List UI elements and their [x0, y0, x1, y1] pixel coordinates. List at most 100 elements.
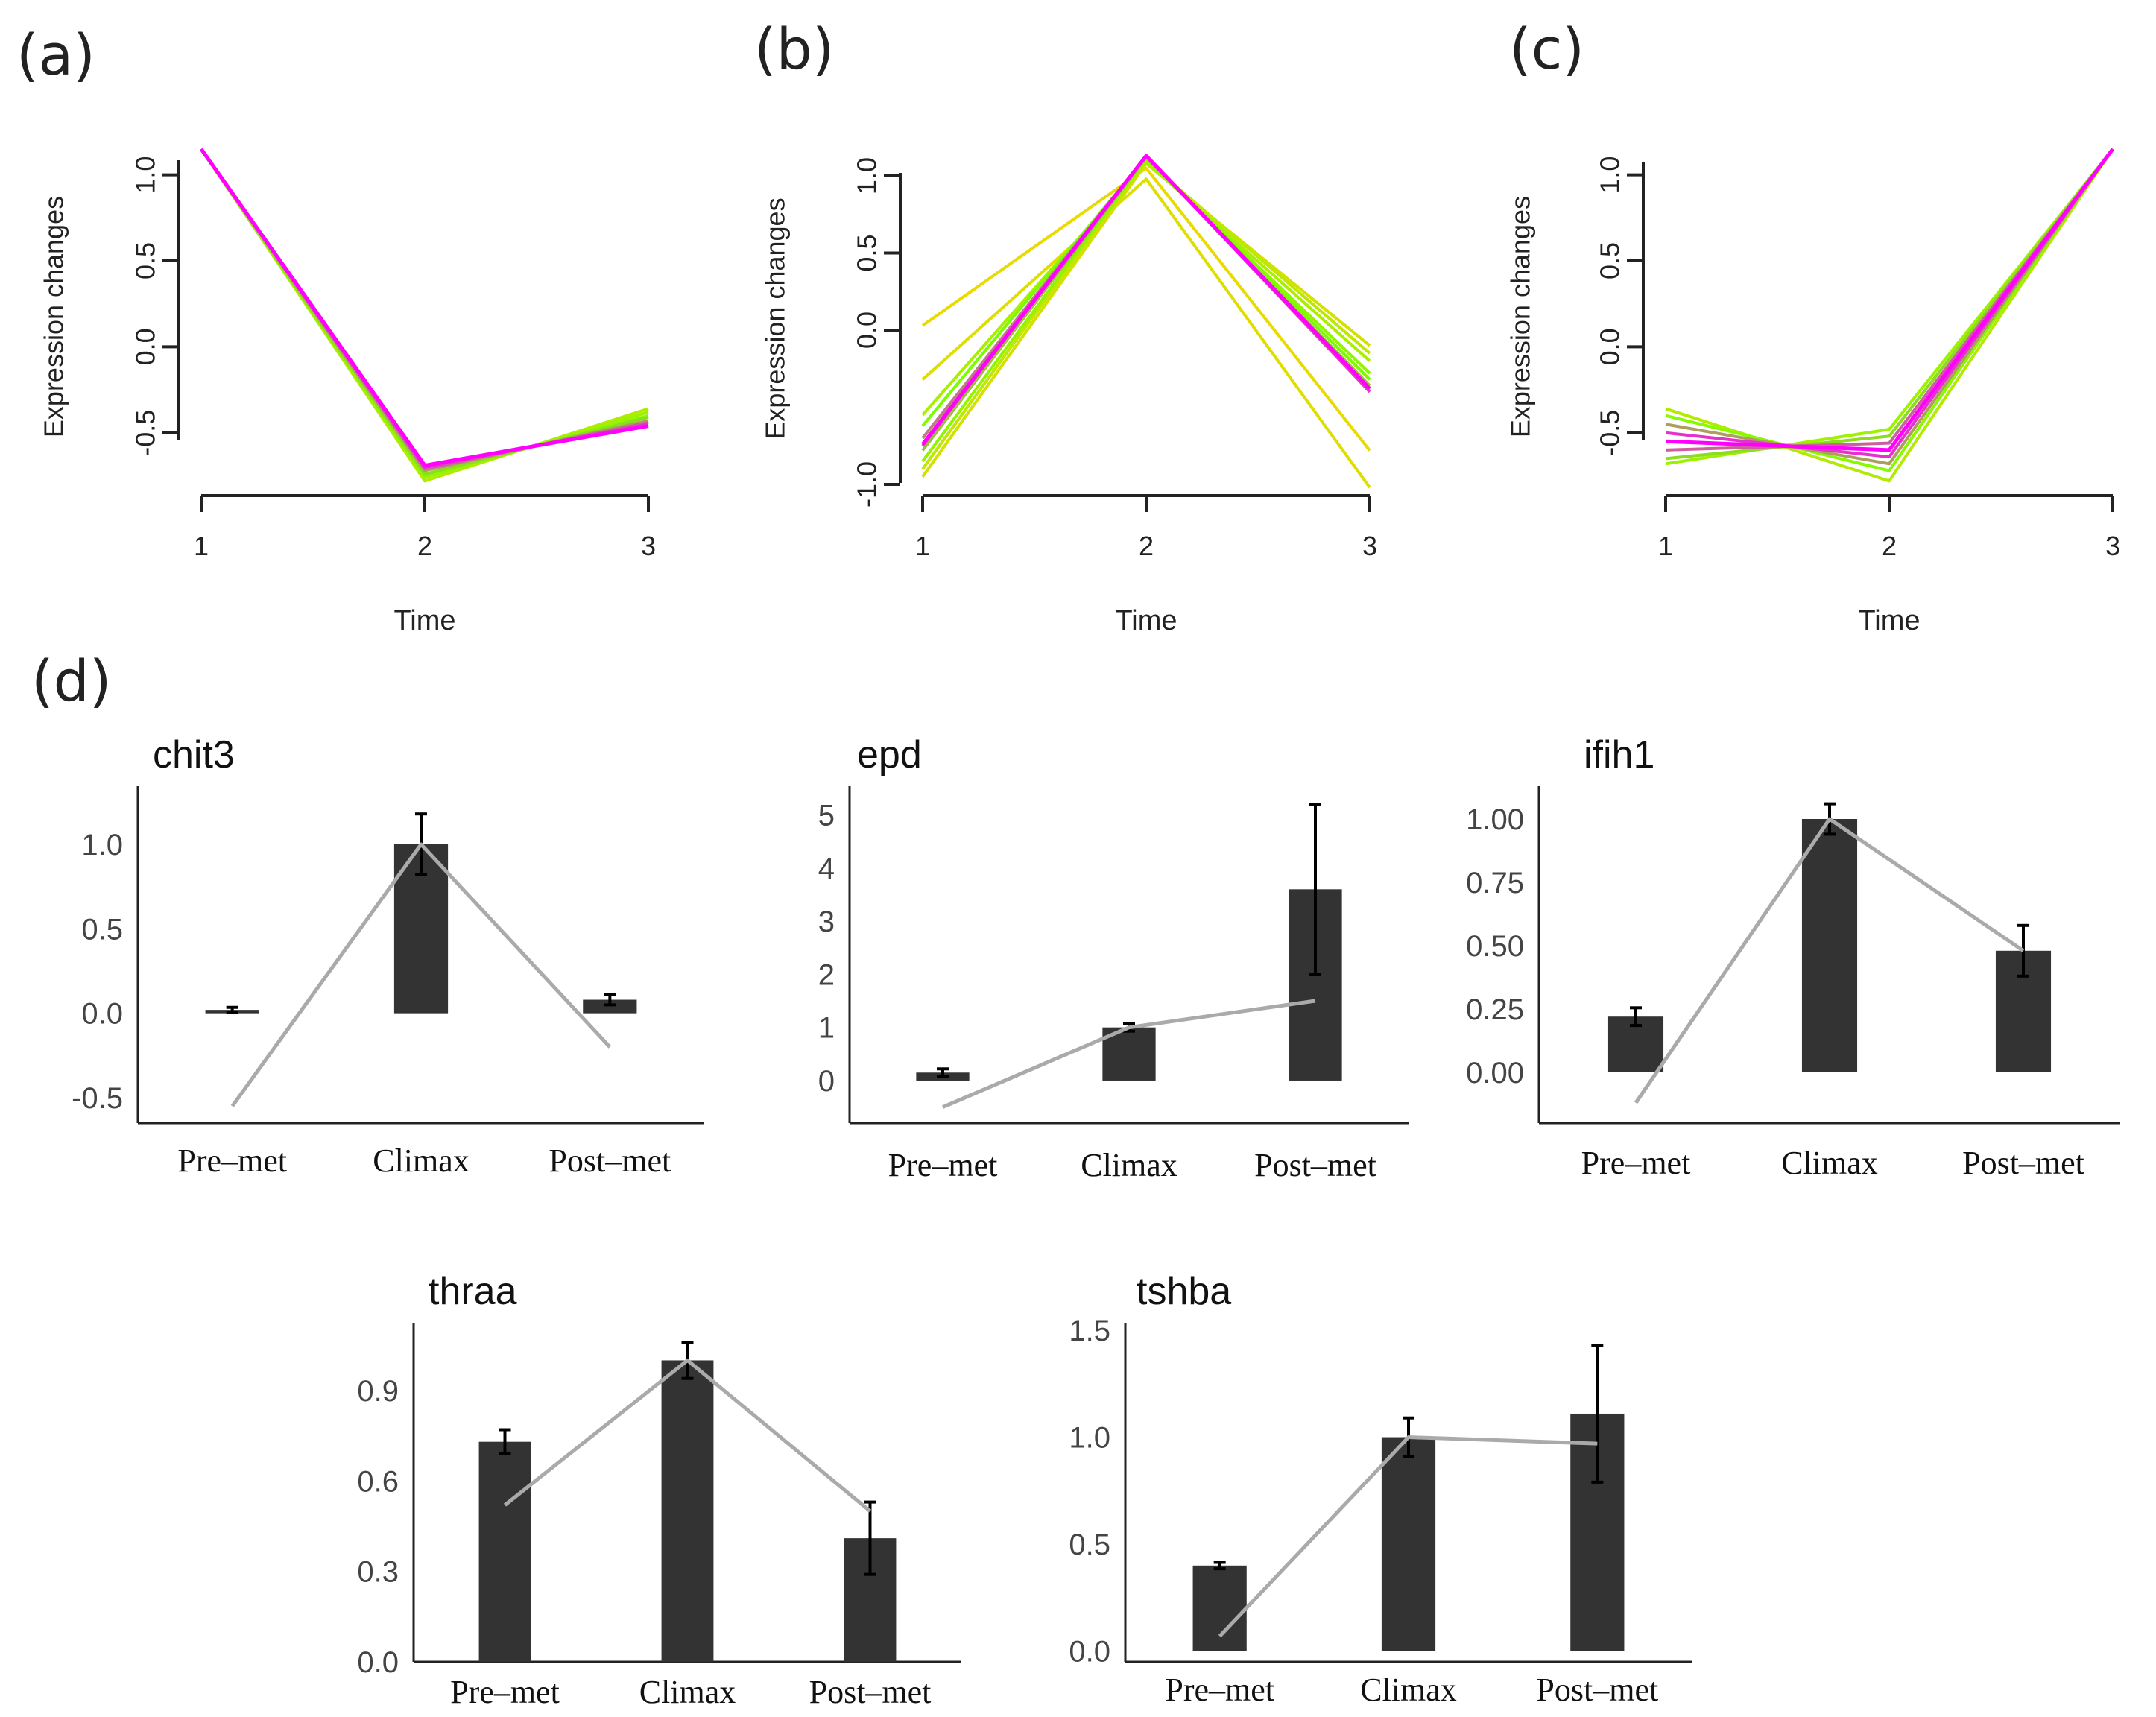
y-tick-label: 1.0: [852, 157, 882, 195]
y-tick-label: 0.5: [1069, 1528, 1110, 1561]
cluster-series-line: [1665, 148, 2114, 466]
y-tick-label: 0.6: [357, 1465, 399, 1498]
cluster-series-line: [921, 156, 1371, 452]
y-tick-label: 0.0: [852, 312, 882, 349]
bar-chart-chit3: chit3 -0.5 0.0 0.5 1.0 Pre–met Climax Post–met: [72, 733, 704, 1179]
bar: [1801, 819, 1858, 1072]
chart-title: ifih1: [1584, 733, 1654, 777]
y-tick-label: 1.0: [1069, 1422, 1110, 1455]
cluster-series-line: [200, 148, 649, 478]
y-tick-label: 1.0: [130, 156, 161, 194]
cluster-series-line: [1665, 148, 2115, 452]
bar-chart-ifih1: ifih1 0.00 0.25 0.50 0.75 1.00 Pre–met Climax Po…: [1466, 733, 2120, 1181]
y-tick-label: 0.0: [130, 328, 161, 365]
cluster-series-line: [921, 154, 1371, 446]
y-axis-title: Expression changes: [1505, 196, 1536, 437]
y-tick-label: 0.9: [357, 1375, 399, 1408]
x-tick-label: 1: [915, 531, 930, 561]
y-axis-title: Expression changes: [39, 196, 69, 437]
x-category-label: Post–met: [1962, 1145, 2084, 1181]
cluster-series-line: [1665, 148, 2114, 452]
cluster-chart-c: 1 2 3 Time 1.0 0.5 0.0 -0.5 Expression changes: [1505, 148, 2120, 636]
y-tick-label: 4: [818, 853, 835, 885]
x-tick-label: 2: [417, 531, 432, 561]
y-tick-label: -1.0: [852, 461, 882, 507]
panel-label-c: (c): [1509, 16, 1584, 82]
y-tick-label: 0.5: [81, 913, 123, 946]
y-tick-label: 0.0: [1069, 1636, 1110, 1669]
y-tick-label: 0.5: [1595, 242, 1625, 279]
trend-line: [230, 842, 612, 1107]
chart-title: tshba: [1137, 1270, 1231, 1313]
trend-line: [942, 999, 1316, 1109]
cluster-series-line: [200, 148, 649, 476]
y-tick-label: 0.0: [81, 998, 123, 1031]
x-tick-label: 3: [641, 531, 656, 561]
y-tick-label: 0.0: [1595, 328, 1625, 365]
x-category-label: Climax: [1081, 1147, 1177, 1183]
panel-label-a: (a): [16, 22, 95, 88]
cluster-series-line: [1665, 148, 2114, 461]
x-category-label: Post–met: [1254, 1147, 1376, 1183]
x-tick-label: 1: [1658, 531, 1673, 561]
x-category-label: Pre–met: [888, 1147, 998, 1183]
y-tick-label: 1.00: [1466, 803, 1524, 836]
bar: [1192, 1565, 1247, 1651]
cluster-series-line: [200, 148, 649, 472]
cluster-series-line: [1665, 148, 2114, 466]
bar-chart-thraa: thraa 0.0 0.3 0.6 0.9 Pre–met Climax Post–met: [357, 1270, 961, 1710]
y-tick-label: 0.5: [852, 235, 882, 272]
cluster-series-line: [1665, 148, 2114, 459]
y-tick-label: 1.0: [1595, 156, 1625, 194]
x-category-label: Post–met: [549, 1142, 671, 1179]
cluster-chart-a: 1 2 3 Time 1.0 0.5 0.0 -0.5 Expression changes: [39, 148, 656, 636]
panel-label-b: (b): [754, 16, 835, 82]
y-tick-label: 0.25: [1466, 993, 1524, 1026]
chart-title: chit3: [153, 733, 235, 777]
panel-label-d: (d): [31, 648, 112, 714]
trend-line: [503, 1358, 872, 1513]
x-category-label: Climax: [1360, 1672, 1457, 1708]
x-category-label: Pre–met: [1581, 1145, 1691, 1181]
x-axis-title: Time: [1115, 605, 1177, 636]
y-axis-title: Expression changes: [760, 197, 791, 439]
x-tick-label: 2: [1882, 531, 1897, 561]
x-axis-title: Time: [1858, 605, 1920, 636]
y-tick-label: -0.5: [130, 410, 161, 456]
x-category-label: Post–met: [809, 1674, 932, 1710]
x-tick-label: 2: [1139, 531, 1154, 561]
cluster-series-line: [921, 177, 1371, 489]
y-tick-label: 0.00: [1466, 1057, 1524, 1090]
y-tick-label: 0.3: [357, 1556, 399, 1589]
chart-title: epd: [857, 733, 922, 777]
cluster-series-line: [921, 160, 1371, 417]
bar-chart-tshba: tshba 0.0 0.5 1.0 1.5 Pre–met Climax Post–met: [1069, 1270, 1692, 1708]
x-category-label: Climax: [1781, 1145, 1878, 1181]
x-category-label: Pre–met: [450, 1674, 560, 1710]
bar: [478, 1441, 531, 1662]
x-tick-label: 3: [2105, 531, 2120, 561]
bar-chart-epd: epd 0 1 2 3 4 5 Pre–met Climax Post–met: [818, 733, 1409, 1183]
x-category-label: Climax: [639, 1674, 736, 1710]
y-tick-label: 2: [818, 958, 835, 991]
x-category-label: Post–met: [1536, 1672, 1658, 1708]
y-tick-label: -0.5: [72, 1082, 123, 1115]
bar: [1381, 1437, 1436, 1651]
cluster-series-line: [1665, 148, 2114, 472]
cluster-series-line: [200, 148, 649, 471]
x-category-label: Pre–met: [1165, 1672, 1274, 1708]
x-tick-label: 1: [194, 531, 209, 561]
chart-title: thraa: [429, 1270, 517, 1313]
bar: [661, 1360, 714, 1662]
x-axis-title: Time: [393, 605, 455, 636]
cluster-series-line: [921, 157, 1371, 463]
bar: [583, 999, 637, 1014]
trend-line: [1218, 1435, 1598, 1638]
cluster-chart-b: 1 2 3 Time 1.0 0.5 0.0 -1.0 Expression changes: [760, 154, 1377, 636]
x-category-label: Climax: [373, 1142, 470, 1179]
y-tick-label: 5: [818, 800, 835, 832]
cluster-series-line: [200, 148, 649, 469]
x-category-label: Pre–met: [177, 1142, 287, 1179]
x-tick-label: 3: [1362, 531, 1377, 561]
